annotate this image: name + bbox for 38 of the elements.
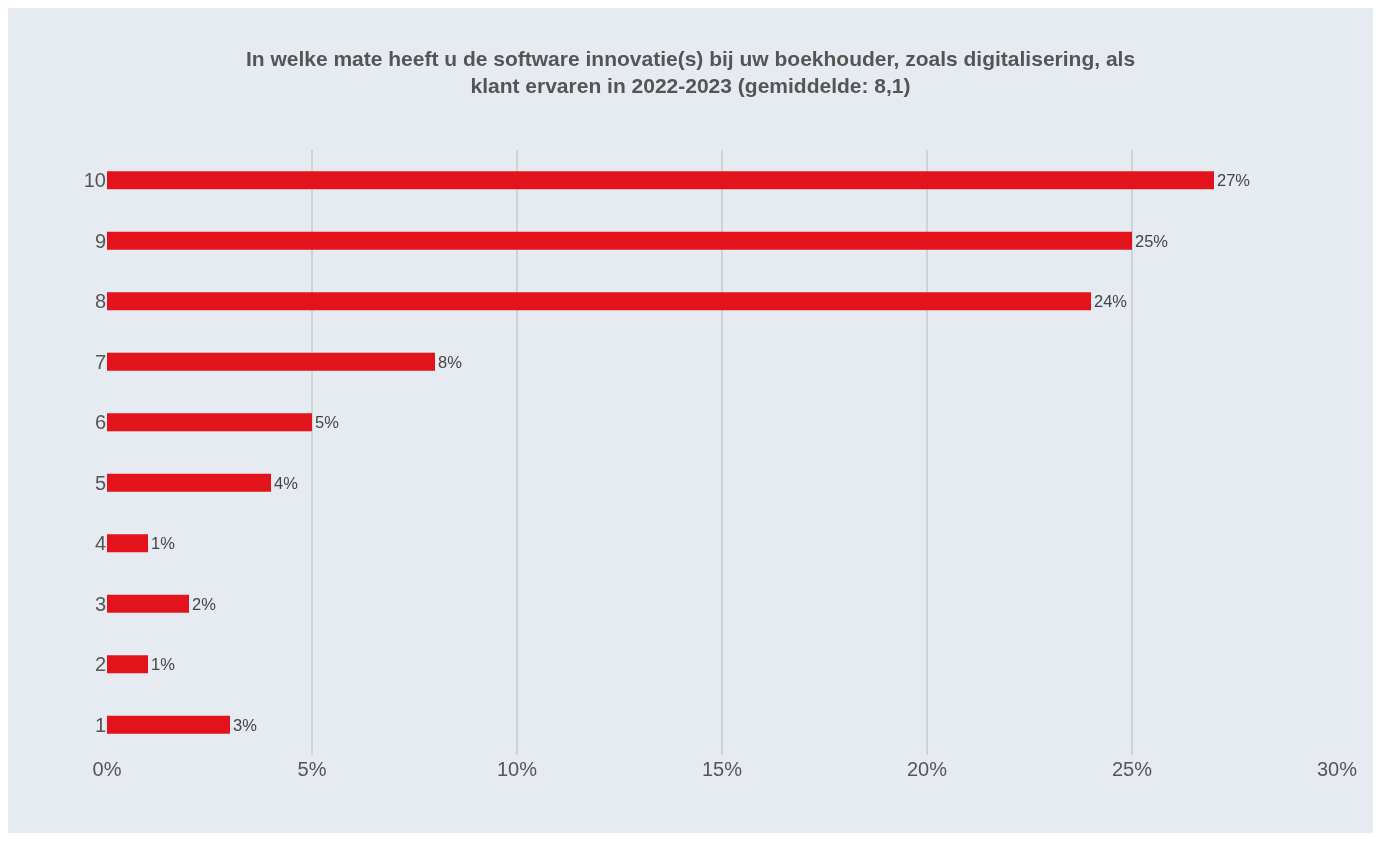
y-tick-label: 6 [94, 411, 106, 434]
y-tick-label: 4 [94, 532, 106, 555]
bar [107, 171, 1214, 190]
data-label: 27% [1217, 171, 1251, 190]
bar [107, 231, 1132, 250]
data-label: 24% [1094, 292, 1128, 311]
y-tick-label: 9 [94, 229, 106, 252]
data-label: 5% [314, 413, 340, 432]
bar [107, 292, 1091, 311]
x-tick-label: 5% [297, 758, 327, 780]
data-label: 2% [192, 594, 217, 613]
y-tick-label: 8 [94, 290, 106, 313]
y-tick-label: 2 [94, 653, 106, 676]
bar [107, 655, 148, 674]
data-label: 1% [151, 534, 176, 553]
bar [107, 534, 148, 553]
data-label: 1% [151, 655, 176, 674]
x-tick-label: 30% [1316, 758, 1358, 780]
x-tick-label: 10% [496, 758, 538, 780]
y-tick-label: 1 [94, 713, 106, 736]
y-tick-label: 3 [94, 592, 106, 615]
y-tick-label: 7 [94, 350, 106, 373]
bar [107, 413, 312, 432]
x-tick-label: 15% [701, 758, 743, 780]
data-label: 3% [233, 715, 258, 734]
x-tick-label: 0% [92, 758, 122, 780]
bar [107, 473, 271, 492]
data-label: 4% [274, 473, 299, 492]
y-tick-label: 5 [94, 471, 106, 494]
x-tick-label: 20% [906, 758, 948, 780]
data-label: 25% [1135, 231, 1169, 250]
chart-title: In welke mate heeft u de software innovatie(s) bij uw boekhouder, zoals digitalisering, als klant ervaren in 2022-2023 (gemiddelde: 8,1) [245, 46, 1136, 98]
bar [107, 715, 230, 734]
bar [107, 352, 435, 371]
y-tick-label: 10 [83, 169, 106, 192]
x-tick-label: 25% [1111, 758, 1153, 780]
data-label: 8% [437, 352, 463, 371]
bar [107, 594, 189, 613]
